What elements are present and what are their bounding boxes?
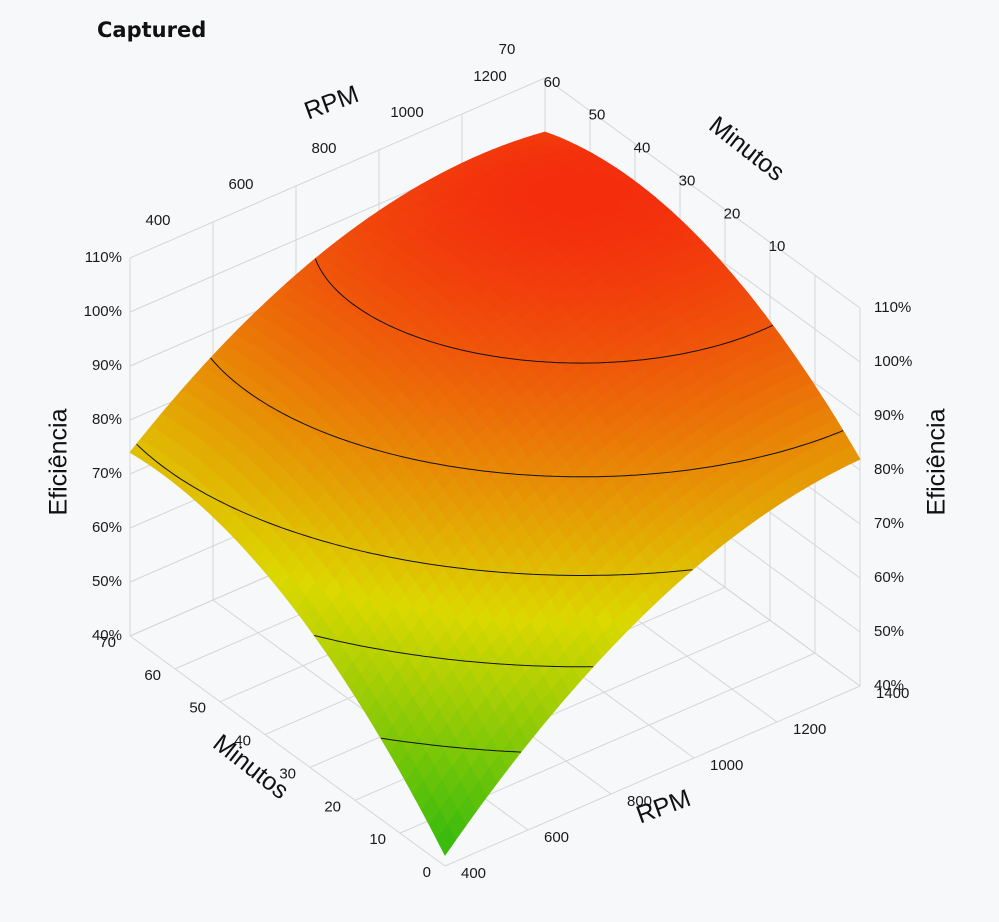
rpm-tick-label: 400 xyxy=(145,212,170,229)
eficiencia-tick-label: 60% xyxy=(874,569,904,586)
grid-line xyxy=(544,77,861,309)
rpm-tick-label: 400 xyxy=(461,865,486,882)
rpm-tick-label: 1000 xyxy=(390,104,423,121)
grid-line xyxy=(129,635,446,867)
eficiencia-tick-label: 80% xyxy=(874,461,904,478)
rpm-tick-label: 1000 xyxy=(710,757,743,774)
contour-line xyxy=(136,443,693,576)
chart-title: Captured xyxy=(97,18,207,42)
rpm-tick-label: 800 xyxy=(311,140,336,157)
eficiencia-tick-label: 100% xyxy=(84,303,122,320)
contour-line xyxy=(380,737,521,753)
grid-line xyxy=(444,685,861,867)
eficiencia-tick-label: 90% xyxy=(874,407,904,424)
eficiencia-tick-label: 40% xyxy=(92,627,122,644)
contour-lines xyxy=(136,258,844,753)
minutos-tick-label: 20 xyxy=(724,205,741,222)
minutos-tick-label: 60 xyxy=(544,74,561,91)
eficiencia-tick-label: 50% xyxy=(874,623,904,640)
eficiencia-tick-label: 70% xyxy=(874,515,904,532)
rpm-tick-label: 1200 xyxy=(473,68,506,85)
minutos-tick-label: 30 xyxy=(279,765,296,782)
surface-patch xyxy=(436,824,456,856)
rpm-tick-label: 600 xyxy=(544,829,569,846)
minutos-tick-label: 50 xyxy=(589,107,606,124)
minutos-tick-label: 30 xyxy=(679,172,696,189)
minutos-tick-label: 50 xyxy=(189,700,206,717)
rpm-axis-label-top: RPM xyxy=(301,80,363,125)
contour-line xyxy=(314,635,594,668)
minutos-tick-label: 40 xyxy=(234,733,251,750)
eficiencia-tick-label: 60% xyxy=(92,519,122,536)
rpm-tick-label: 800 xyxy=(627,793,652,810)
minutos-tick-label: 0 xyxy=(423,864,431,881)
eficiencia-tick-label: 40% xyxy=(874,677,904,694)
eficiencia-axis-label-left: Eficiência xyxy=(45,408,73,515)
contour-line xyxy=(314,258,773,364)
eficiencia-axis-label-right: Eficiência xyxy=(923,408,951,515)
minutos-tick-label: 10 xyxy=(769,238,786,255)
eficiencia-tick-label: 50% xyxy=(92,573,122,590)
eficiencia-tick-label: 110% xyxy=(874,299,911,316)
eficiencia-tick-label: 110% xyxy=(85,249,122,266)
minutos-tick-label: 60 xyxy=(144,667,161,684)
minutos-tick-label: 70 xyxy=(99,634,116,651)
eficiencia-tick-label: 70% xyxy=(92,465,122,482)
minutos-tick-label: 70 xyxy=(499,41,516,58)
minutos-axis-label-top: Minutos xyxy=(704,111,790,187)
eficiencia-tick-label: 100% xyxy=(874,353,912,370)
eficiencia-tick-label: 80% xyxy=(92,411,122,428)
rpm-tick-label: 600 xyxy=(228,176,253,193)
surface xyxy=(129,131,861,856)
minutos-tick-label: 10 xyxy=(369,831,386,848)
contour-line xyxy=(210,357,844,478)
minutos-tick-label: 20 xyxy=(324,798,341,815)
eficiencia-tick-label: 90% xyxy=(92,357,122,374)
grid-line xyxy=(129,77,546,259)
minutos-tick-label: 40 xyxy=(634,140,651,157)
rpm-tick-label: 1400 xyxy=(876,685,909,702)
rpm-axis-label-front: RPM xyxy=(633,784,695,829)
rpm-tick-label: 1200 xyxy=(793,721,826,738)
